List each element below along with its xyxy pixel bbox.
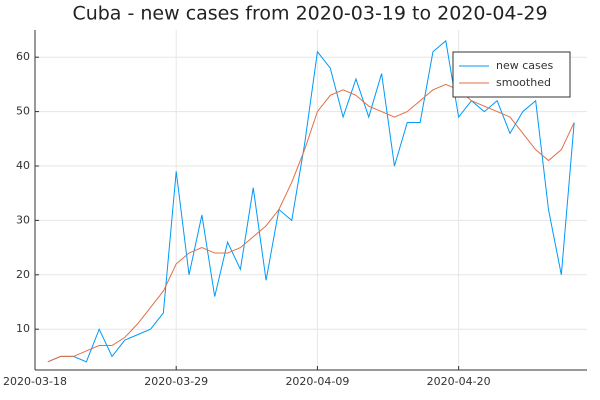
legend-label: new cases [496, 59, 554, 72]
y-tick-label: 50 [16, 105, 30, 118]
x-tick-label: 2020-04-09 [285, 375, 349, 388]
y-tick-label: 20 [16, 268, 30, 281]
chart-title: Cuba - new cases from 2020-03-19 to 2020… [72, 3, 547, 25]
legend: new cases smoothed [452, 51, 571, 98]
y-tick-label: 30 [16, 213, 30, 226]
series-line [47, 83, 575, 363]
legend-label: smoothed [496, 76, 551, 89]
x-tick-label: 2020-04-20 [427, 375, 491, 388]
y-tick-label: 60 [16, 50, 30, 63]
y-tick-label: 40 [16, 159, 30, 172]
series-line [47, 39, 575, 363]
legend-box [452, 51, 571, 98]
x-tick-label: 2020-03-18 [3, 375, 67, 388]
x-tick-label: 2020-03-29 [144, 375, 208, 388]
y-tick-label: 10 [16, 322, 30, 335]
